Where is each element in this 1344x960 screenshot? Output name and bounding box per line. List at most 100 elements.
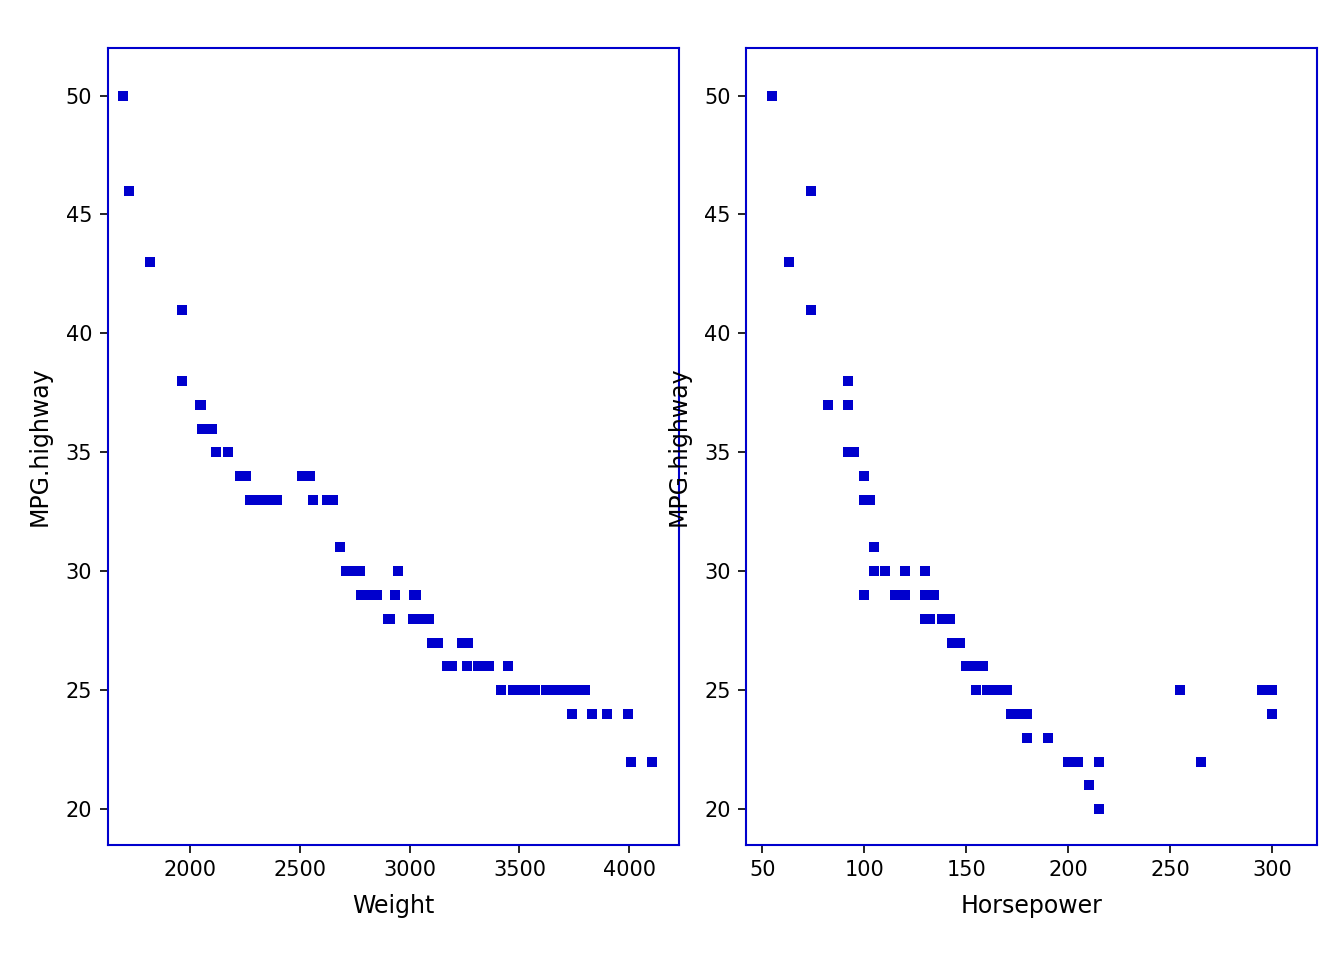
Point (996, 683, 1017, 698)
Point (1262, 707, 1284, 722)
Point (524, 683, 546, 698)
Point (1058, 754, 1079, 769)
Point (560, 683, 582, 698)
Point (1058, 754, 1079, 769)
Point (266, 492, 288, 508)
Point (894, 564, 915, 579)
Point (206, 444, 227, 460)
Point (407, 612, 429, 627)
Point (470, 659, 492, 674)
Point (1000, 707, 1021, 722)
Point (218, 444, 239, 460)
Point (976, 683, 997, 698)
Point (302, 492, 324, 508)
Point (837, 444, 859, 460)
Point (681, 802, 703, 817)
Point (1262, 683, 1284, 698)
Point (837, 373, 859, 389)
Point (190, 397, 211, 413)
Point (355, 588, 376, 603)
Point (982, 683, 1004, 698)
Point (1067, 754, 1089, 769)
Point (864, 540, 886, 555)
Y-axis label: MPG.highway: MPG.highway (667, 367, 691, 526)
Point (491, 683, 512, 698)
Point (538, 683, 559, 698)
Point (762, 88, 784, 104)
Point (403, 588, 425, 603)
Point (1089, 754, 1110, 769)
Point (966, 683, 988, 698)
X-axis label: Horsepower: Horsepower (961, 894, 1102, 918)
Point (980, 683, 1001, 698)
Point (935, 612, 957, 627)
Point (535, 683, 556, 698)
Point (387, 564, 409, 579)
Point (242, 492, 263, 508)
Point (621, 754, 642, 769)
Point (874, 564, 895, 579)
Point (140, 254, 161, 270)
Point (575, 683, 597, 698)
Point (986, 683, 1008, 698)
Point (406, 588, 427, 603)
Point (1078, 778, 1099, 793)
Point (581, 707, 602, 722)
Point (939, 612, 961, 627)
X-axis label: Weight: Weight (352, 894, 434, 918)
Point (539, 683, 560, 698)
Point (457, 635, 478, 650)
Point (172, 302, 194, 318)
Point (239, 492, 261, 508)
Point (414, 612, 435, 627)
Point (641, 754, 663, 769)
Point (984, 683, 1005, 698)
Point (894, 564, 915, 579)
Point (853, 492, 875, 508)
Point (817, 397, 839, 413)
Point (452, 635, 473, 650)
Point (329, 540, 351, 555)
Point (292, 468, 313, 484)
Point (202, 420, 223, 436)
Point (597, 707, 618, 722)
Y-axis label: MPG.highway: MPG.highway (28, 367, 52, 526)
Point (507, 683, 528, 698)
Point (874, 564, 895, 579)
Point (801, 183, 823, 199)
Point (949, 635, 970, 650)
Point (1007, 707, 1028, 722)
Point (542, 683, 563, 698)
Point (966, 683, 988, 698)
Point (1089, 802, 1110, 817)
Point (235, 468, 257, 484)
Point (478, 659, 500, 674)
Point (956, 659, 977, 674)
Point (363, 588, 384, 603)
Point (1058, 754, 1079, 769)
Point (1007, 707, 1028, 722)
Point (1189, 754, 1211, 769)
Point (966, 659, 988, 674)
Point (497, 659, 519, 674)
Point (956, 659, 977, 674)
Point (894, 588, 915, 603)
Point (801, 302, 823, 318)
Point (257, 492, 278, 508)
Point (344, 564, 366, 579)
Point (456, 659, 477, 674)
Point (551, 683, 573, 698)
Point (1038, 731, 1059, 746)
Point (617, 707, 638, 722)
Point (1058, 754, 1079, 769)
Point (976, 683, 997, 698)
Point (1016, 707, 1038, 722)
Point (349, 564, 371, 579)
Point (935, 612, 957, 627)
Point (996, 683, 1017, 698)
Point (837, 397, 859, 413)
Point (886, 588, 907, 603)
Point (298, 468, 320, 484)
Point (915, 612, 937, 627)
Point (503, 683, 524, 698)
